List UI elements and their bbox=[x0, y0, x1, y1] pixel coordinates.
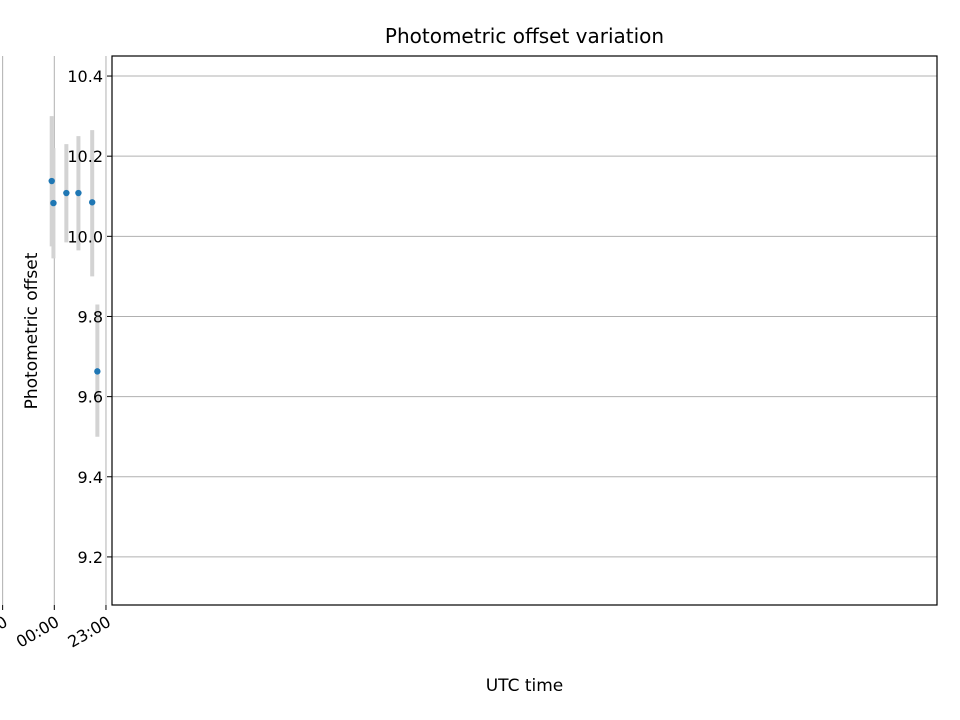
y-tick-label: 9.8 bbox=[78, 307, 103, 326]
y-tick-label: 10.0 bbox=[67, 227, 103, 246]
y-axis-label: Photometric offset bbox=[22, 252, 42, 409]
x-tick-label: 23:00 bbox=[65, 612, 114, 652]
data-point bbox=[75, 189, 82, 197]
data-point bbox=[63, 189, 70, 197]
data-point bbox=[48, 177, 55, 185]
data-point bbox=[94, 368, 101, 375]
y-tick-label: 10.4 bbox=[67, 67, 103, 86]
data-point bbox=[88, 199, 96, 206]
plot-frame bbox=[111, 55, 938, 606]
y-tick-label: 9.2 bbox=[78, 548, 103, 567]
y-tick-label: 9.4 bbox=[78, 468, 103, 487]
x-tick-label: 01:00 bbox=[0, 612, 11, 652]
chart-title: Photometric offset variation bbox=[385, 24, 664, 48]
x-axis-label: UTC time bbox=[486, 676, 564, 696]
y-tick-label: 10.2 bbox=[67, 147, 103, 166]
y-axis-ticks: 9.2 9.4 9.6 9.8 10.0 10.2 10.4 bbox=[67, 67, 112, 567]
y-tick-label: 9.6 bbox=[78, 388, 103, 407]
grid-lines bbox=[2, 56, 937, 605]
data-point bbox=[50, 199, 57, 207]
data-points bbox=[48, 177, 101, 375]
x-tick-label: 00:00 bbox=[13, 612, 62, 652]
